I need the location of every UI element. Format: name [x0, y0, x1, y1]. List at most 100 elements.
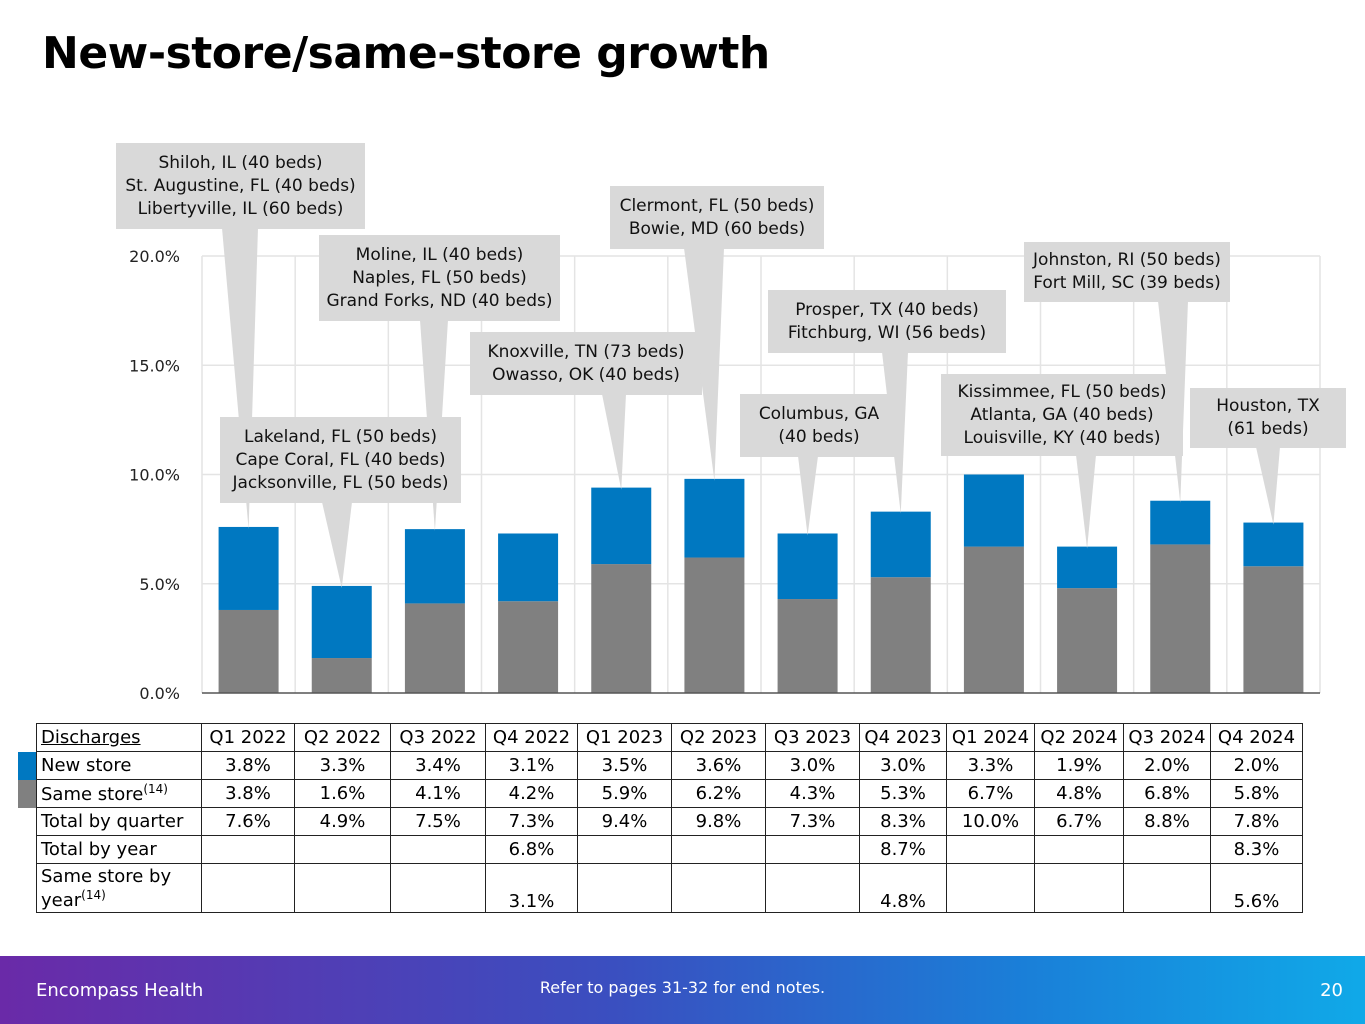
table-cell: 3.6%	[671, 751, 766, 780]
table-cell	[1034, 863, 1124, 913]
table-row: Total by year 6.8% 8.7% 8.3%	[36, 835, 1303, 864]
table-cell: 3.8%	[201, 779, 295, 808]
callout-pointer	[322, 502, 352, 588]
table-cell: 4.3%	[765, 779, 860, 808]
table-cell	[1123, 863, 1211, 913]
table-cell: 7.6%	[201, 807, 295, 836]
table-cell	[946, 863, 1035, 913]
row-label-text: Total by year	[41, 839, 157, 860]
callout-line: Louisville, KY (40 beds)	[963, 427, 1161, 448]
table-cell	[390, 835, 486, 864]
callout-pointer	[602, 394, 626, 490]
y-tick-label: 10.0%	[129, 466, 180, 485]
callout-text: Houston, TX (61 beds)	[1190, 388, 1346, 448]
bar-new-store	[311, 585, 372, 659]
gridlines	[201, 255, 1321, 693]
table-header-quarter: Q2 2023	[671, 723, 766, 752]
bar-new-store	[684, 478, 745, 558]
bar-new-store	[498, 533, 559, 602]
y-tick-label: 15.0%	[129, 356, 180, 375]
table-row: Same store by year(14) 3.1% 4.8% 5.6%	[36, 863, 1303, 913]
callout-line: Libertyville, IL (60 beds)	[137, 198, 344, 219]
callout-text: Prosper, TX (40 beds) Fitchburg, WI (56 b…	[768, 290, 1006, 353]
table-cell	[765, 863, 860, 913]
row-label-text: Total by quarter	[41, 811, 184, 832]
bar-same-store	[311, 658, 372, 693]
callout-text: Columbus, GA (40 beds)	[740, 394, 898, 457]
table-cell: 7.8%	[1210, 807, 1303, 836]
bars	[218, 474, 1304, 693]
table-cell: 3.4%	[390, 751, 486, 780]
bar-same-store	[963, 546, 1024, 693]
bar-new-store	[404, 529, 465, 604]
callout-line: (61 beds)	[1227, 419, 1309, 439]
footnote-marker: (14)	[143, 782, 168, 796]
table-cell: 10.0%	[946, 807, 1035, 836]
table-cell: 8.3%	[859, 807, 947, 836]
table-row-label: New store	[36, 751, 202, 780]
table-row-label: Total by quarter	[36, 807, 202, 836]
table-header-quarter: Q1 2023	[577, 723, 672, 752]
callout-text: Moline, IL (40 beds) Naples, FL (50 beds)…	[319, 235, 560, 321]
bar-same-store	[684, 557, 745, 693]
row-label-text: Same store	[41, 784, 144, 805]
discharges-table: Discharges Q1 2022 Q2 2022 Q3 2022 Q4 2022 Q1…	[36, 723, 1303, 913]
bar-new-store	[777, 533, 838, 600]
table-cell	[1034, 835, 1124, 864]
footnote-marker: (14)	[81, 887, 106, 902]
table-cell	[577, 863, 672, 913]
callout-pointer	[420, 320, 448, 532]
table-cell: 6.7%	[946, 779, 1035, 808]
callout-text: Lakeland, FL (50 beds) Cape Coral, FL (40…	[220, 417, 461, 503]
callout-line: Bowie, MD (60 beds)	[628, 218, 806, 239]
table-header-quarter: Q4 2024	[1210, 723, 1303, 752]
bar-same-store	[1150, 544, 1211, 693]
table-cell: 5.8%	[1210, 779, 1303, 808]
table-cell	[201, 863, 295, 913]
table-cell: 3.5%	[577, 751, 672, 780]
callout-box	[1024, 242, 1230, 302]
table-cell	[577, 835, 672, 864]
callout-text: Shiloh, IL (40 beds) St. Augustine, FL (4…	[116, 143, 365, 229]
bar-same-store	[1243, 566, 1304, 693]
table-cell: 8.3%	[1210, 835, 1303, 864]
bar-new-store	[591, 487, 652, 565]
table-row-label: Same store by year(14)	[36, 863, 202, 913]
callout-line: Owasso, OK (40 beds)	[492, 364, 680, 385]
table-header-quarter: Q1 2022	[201, 723, 295, 752]
callout-line: Prosper, TX (40 beds)	[795, 299, 979, 320]
callout-pointer	[798, 456, 818, 536]
table-cell: 8.8%	[1123, 807, 1211, 836]
bar-new-store	[218, 526, 279, 610]
table-cell: 7.3%	[485, 807, 578, 836]
page-title: New-store/same-store growth	[42, 28, 770, 79]
bar-new-store	[1243, 522, 1304, 567]
table-cell: 3.1%	[485, 863, 578, 913]
callout-line: Naples, FL (50 beds)	[352, 267, 527, 288]
callout-pointer	[1256, 447, 1280, 525]
callout-box	[116, 143, 365, 229]
table-cell: 9.4%	[577, 807, 672, 836]
stacked-bar-chart: 0.0% 5.0% 10.0% 15.0% 20.0%	[116, 143, 1346, 703]
callout-line: Jacksonville, FL (50 beds)	[232, 472, 449, 493]
table-header-quarter: Q1 2024	[946, 723, 1035, 752]
callout-line: St. Augustine, FL (40 beds)	[125, 175, 356, 196]
callout-text: Knoxville, TN (73 beds) Owasso, OK (40 be…	[470, 332, 702, 395]
bar-same-store	[591, 564, 652, 693]
table-cell: 6.8%	[1123, 779, 1211, 808]
table-header-quarter: Q3 2022	[390, 723, 486, 752]
table-cell: 5.9%	[577, 779, 672, 808]
table-cell: 3.3%	[294, 751, 391, 780]
table-cell: 5.3%	[859, 779, 947, 808]
table-header-quarter: Q3 2023	[765, 723, 860, 752]
callout-box	[768, 290, 1006, 353]
bar-same-store	[1057, 588, 1118, 693]
callout-line: Moline, IL (40 beds)	[355, 244, 524, 265]
callout-box	[610, 186, 824, 249]
legend-new-store-swatch	[18, 752, 36, 780]
table-cell: 9.8%	[671, 807, 766, 836]
table-header-quarter: Q3 2024	[1123, 723, 1211, 752]
table-row: Same store(14) 3.8% 1.6% 4.1% 4.2% 5.9% 6.2% 4.…	[36, 779, 1303, 808]
table-cell: 4.2%	[485, 779, 578, 808]
page-number: 20	[1320, 980, 1343, 1001]
